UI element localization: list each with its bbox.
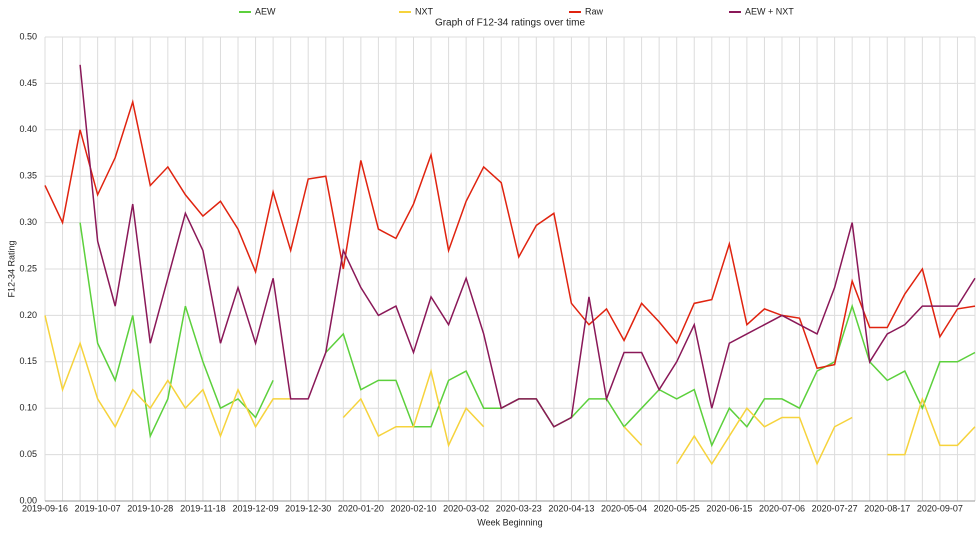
y-tick-label: 0.00 <box>19 495 37 505</box>
series-line <box>79 222 274 439</box>
x-axis-label: Week Beginning <box>477 517 542 527</box>
legend-label: NXT <box>415 6 434 16</box>
y-tick-label: 0.05 <box>19 449 37 459</box>
series-line <box>325 303 976 448</box>
series-line <box>676 406 853 466</box>
series-line <box>623 426 643 446</box>
y-tick-label: 0.35 <box>19 171 37 181</box>
y-tick-label: 0.30 <box>19 217 37 227</box>
x-tick-label: 2019-10-07 <box>75 503 121 513</box>
y-tick-label: 0.45 <box>19 78 37 88</box>
x-tick-label: 2020-03-23 <box>496 503 542 513</box>
x-tick-label: 2020-02-10 <box>390 503 436 513</box>
series-line <box>887 396 976 456</box>
legend-label: AEW + NXT <box>745 6 794 16</box>
y-axis-label: F12-34 Rating <box>6 240 16 297</box>
y-tick-label: 0.50 <box>19 31 37 41</box>
x-tick-label: 2020-04-13 <box>548 503 594 513</box>
x-tick-label: 2020-05-04 <box>601 503 647 513</box>
chart-title: Graph of F12-34 ratings over time <box>435 18 586 29</box>
y-tick-label: 0.15 <box>19 356 37 366</box>
series-line <box>79 64 976 428</box>
series-line <box>342 368 485 448</box>
x-tick-label: 2020-09-07 <box>917 503 963 513</box>
series-line <box>44 315 291 439</box>
y-tick-label: 0.20 <box>19 310 37 320</box>
x-tick-label: 2019-10-28 <box>127 503 173 513</box>
x-tick-label: 2020-06-15 <box>706 503 752 513</box>
series-line <box>44 99 976 370</box>
x-tick-label: 2019-11-18 <box>180 503 225 513</box>
legend-label: Raw <box>585 6 604 16</box>
legend-label: AEW <box>255 6 276 16</box>
x-tick-label: 2020-05-25 <box>654 503 700 513</box>
x-tick-label: 2020-03-02 <box>443 503 489 513</box>
x-tick-label: 2020-07-27 <box>812 503 858 513</box>
x-tick-label: 2020-07-06 <box>759 503 805 513</box>
x-tick-label: 2020-01-20 <box>338 503 384 513</box>
y-tick-label: 0.40 <box>19 124 37 134</box>
y-tick-label: 0.10 <box>19 403 37 413</box>
y-tick-label: 0.25 <box>19 263 37 273</box>
x-tick-label: 2019-12-30 <box>285 503 331 513</box>
x-tick-label: 2019-09-16 <box>22 503 68 513</box>
x-tick-label: 2019-12-09 <box>233 503 279 513</box>
x-tick-label: 2020-08-17 <box>864 503 910 513</box>
